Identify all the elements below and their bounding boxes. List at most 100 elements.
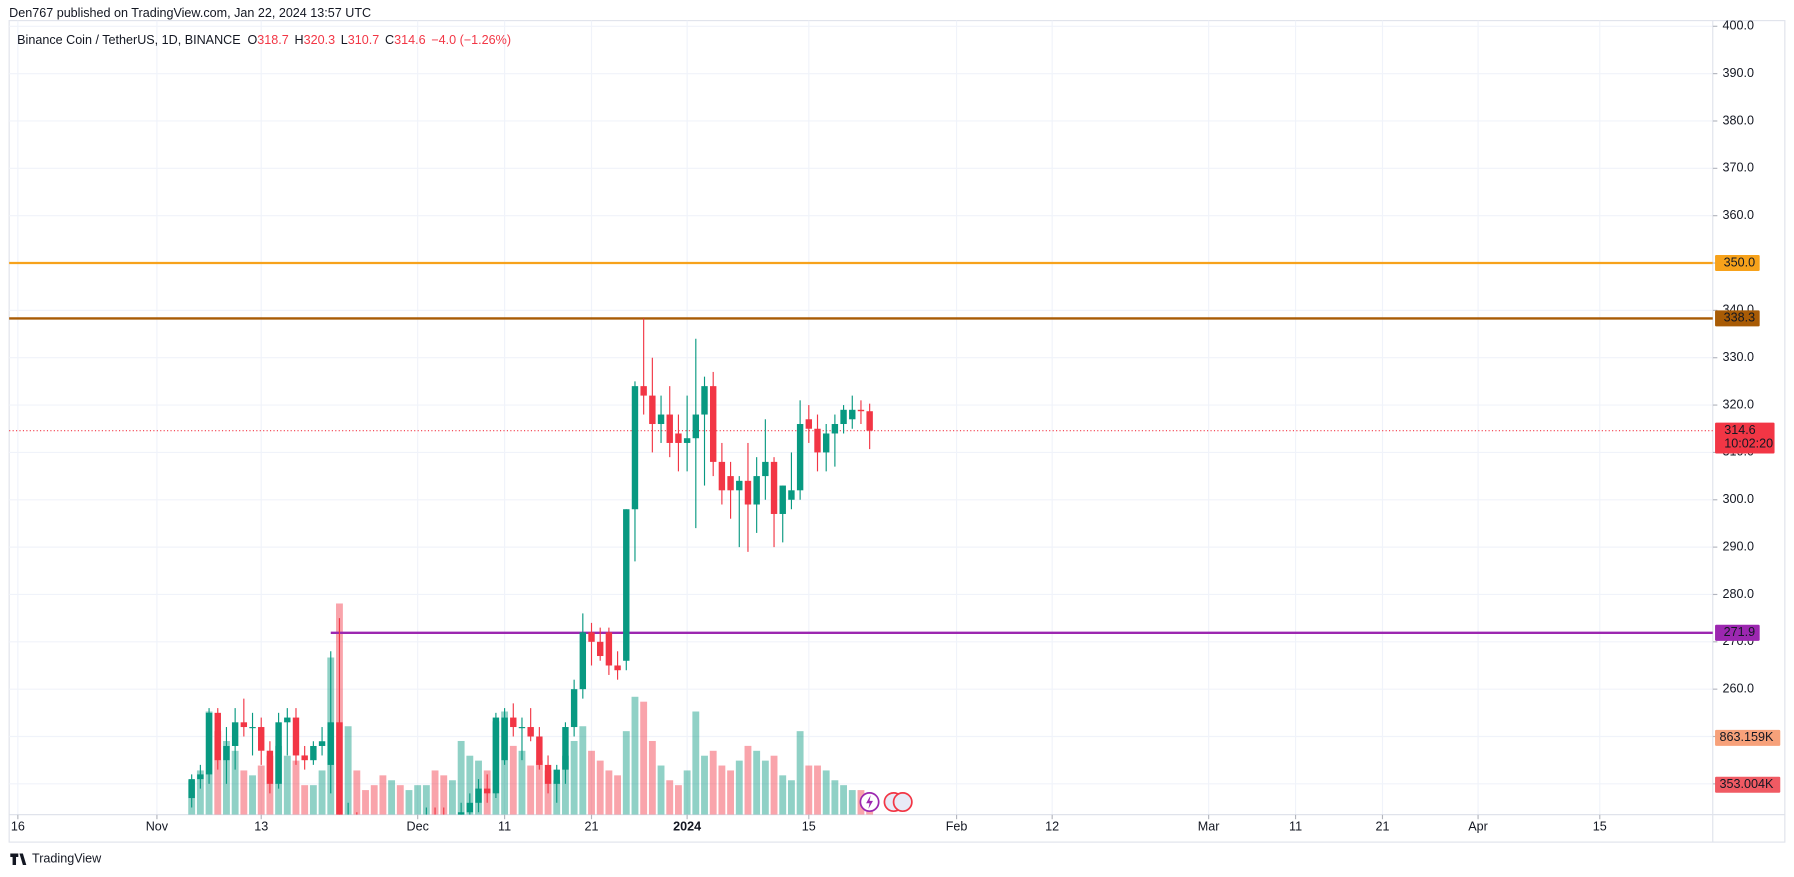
candle-body — [779, 485, 786, 514]
volume-bar — [588, 750, 595, 815]
candle-body — [501, 717, 508, 761]
legend: Binance Coin / TetherUS, 1D, BINANCE O318… — [17, 34, 511, 48]
volume-bar — [353, 770, 361, 815]
x-tick-label: 13 — [254, 820, 268, 834]
volume-bar — [831, 780, 839, 815]
volume-bar — [570, 740, 578, 815]
volume-label-box — [1715, 729, 1781, 746]
candle-body — [709, 386, 717, 462]
volume-bar — [214, 731, 222, 815]
volume-bar — [431, 770, 439, 815]
legend-symbol: Binance Coin / TetherUS, 1D, BINANCE — [17, 34, 240, 48]
candle-body — [492, 717, 500, 794]
legend-value: 318.7 — [257, 34, 288, 48]
candle-body — [266, 750, 274, 784]
legend-key: H — [295, 34, 304, 48]
candle-body — [640, 386, 647, 396]
candle-body — [805, 419, 813, 429]
volume-label-box — [1715, 776, 1781, 793]
candle-body — [675, 433, 682, 443]
x-tick-label: 21 — [1375, 820, 1389, 834]
y-tick-label: 360.0 — [1722, 208, 1753, 222]
volume-bar — [735, 760, 743, 815]
volume-bar — [535, 760, 543, 815]
volume-bar — [822, 770, 830, 815]
volume-bar — [292, 760, 300, 815]
candle-body — [666, 414, 673, 443]
candle-body — [753, 476, 760, 505]
candle-body — [292, 717, 300, 756]
volume-bar — [318, 770, 326, 815]
candle-body — [457, 812, 465, 815]
candle-body — [336, 722, 343, 815]
candle-body — [240, 722, 248, 728]
candle-body — [770, 461, 778, 514]
legend-value: 314.6 — [394, 34, 425, 48]
volume-bar — [674, 785, 682, 815]
volume-bar — [449, 780, 456, 815]
volume-bar — [727, 770, 735, 815]
countdown-label: 10:02:20 — [1724, 437, 1773, 451]
candle-body — [822, 433, 830, 453]
x-tick-label: Apr — [1468, 820, 1488, 834]
level-label-box — [1715, 255, 1760, 272]
last-price-box — [1715, 422, 1775, 454]
volume-bar — [379, 775, 387, 815]
volume-bar — [761, 760, 769, 815]
candles — [188, 318, 873, 815]
volume-bar — [249, 775, 256, 815]
y-tick-label: 400.0 — [1722, 19, 1753, 33]
volume-bar — [370, 785, 378, 815]
x-tick-label: 2024 — [673, 820, 701, 834]
candle-body — [596, 641, 604, 657]
volume-bar — [744, 745, 752, 815]
volume-bar — [605, 770, 613, 815]
x-tick-label: 11 — [498, 820, 511, 834]
volume-bar — [344, 726, 352, 815]
level-label-box — [1715, 310, 1760, 327]
y-tick-label: 370.0 — [1722, 161, 1753, 175]
x-tick-label: 16 — [11, 820, 25, 834]
level-label: 350.0 — [1724, 255, 1755, 269]
volume-bar — [309, 785, 317, 815]
volume-bar — [814, 765, 821, 815]
volume-bar — [396, 785, 404, 815]
logo-mark — [10, 853, 27, 865]
levels — [9, 261, 1713, 634]
candle-body — [605, 632, 613, 666]
y-tick-label: 380.0 — [1722, 113, 1753, 127]
candle-body — [301, 755, 308, 761]
candle-body — [544, 764, 552, 784]
volume-bar — [579, 726, 587, 815]
volume-bar — [657, 765, 665, 815]
x-tick-label: Dec — [406, 820, 428, 834]
volume-bar — [779, 775, 787, 815]
x-tick-label: Feb — [946, 820, 968, 834]
legend: Binance Coin / TetherUS, 1D, BINANCE O318… — [17, 34, 511, 48]
axes: 240.0250.0260.0270.0280.0290.0300.0310.0… — [11, 19, 1781, 834]
volume-label: 863.159K — [1720, 730, 1774, 744]
volume-bar — [466, 755, 474, 815]
volume-bar — [509, 745, 517, 815]
candle-body — [275, 722, 282, 784]
candle-body — [631, 386, 639, 510]
candle-body — [614, 665, 621, 671]
volume-bar — [196, 770, 204, 815]
candle-body — [727, 476, 734, 491]
candle-body — [588, 632, 595, 642]
volume-bar — [414, 785, 422, 815]
candle-body — [518, 727, 526, 729]
event-icon-bolt — [866, 795, 873, 809]
candle-body — [718, 461, 726, 491]
volume-bar — [805, 765, 813, 815]
volume-bar — [440, 775, 448, 815]
candle-body — [223, 745, 230, 761]
frame — [8, 20, 1786, 843]
x-tick-label: 12 — [1045, 820, 1059, 834]
volume-bar — [718, 765, 726, 815]
volume-bar — [527, 765, 535, 815]
candle-body — [683, 438, 691, 443]
volume-bar — [422, 785, 430, 815]
candle-body — [866, 411, 873, 431]
